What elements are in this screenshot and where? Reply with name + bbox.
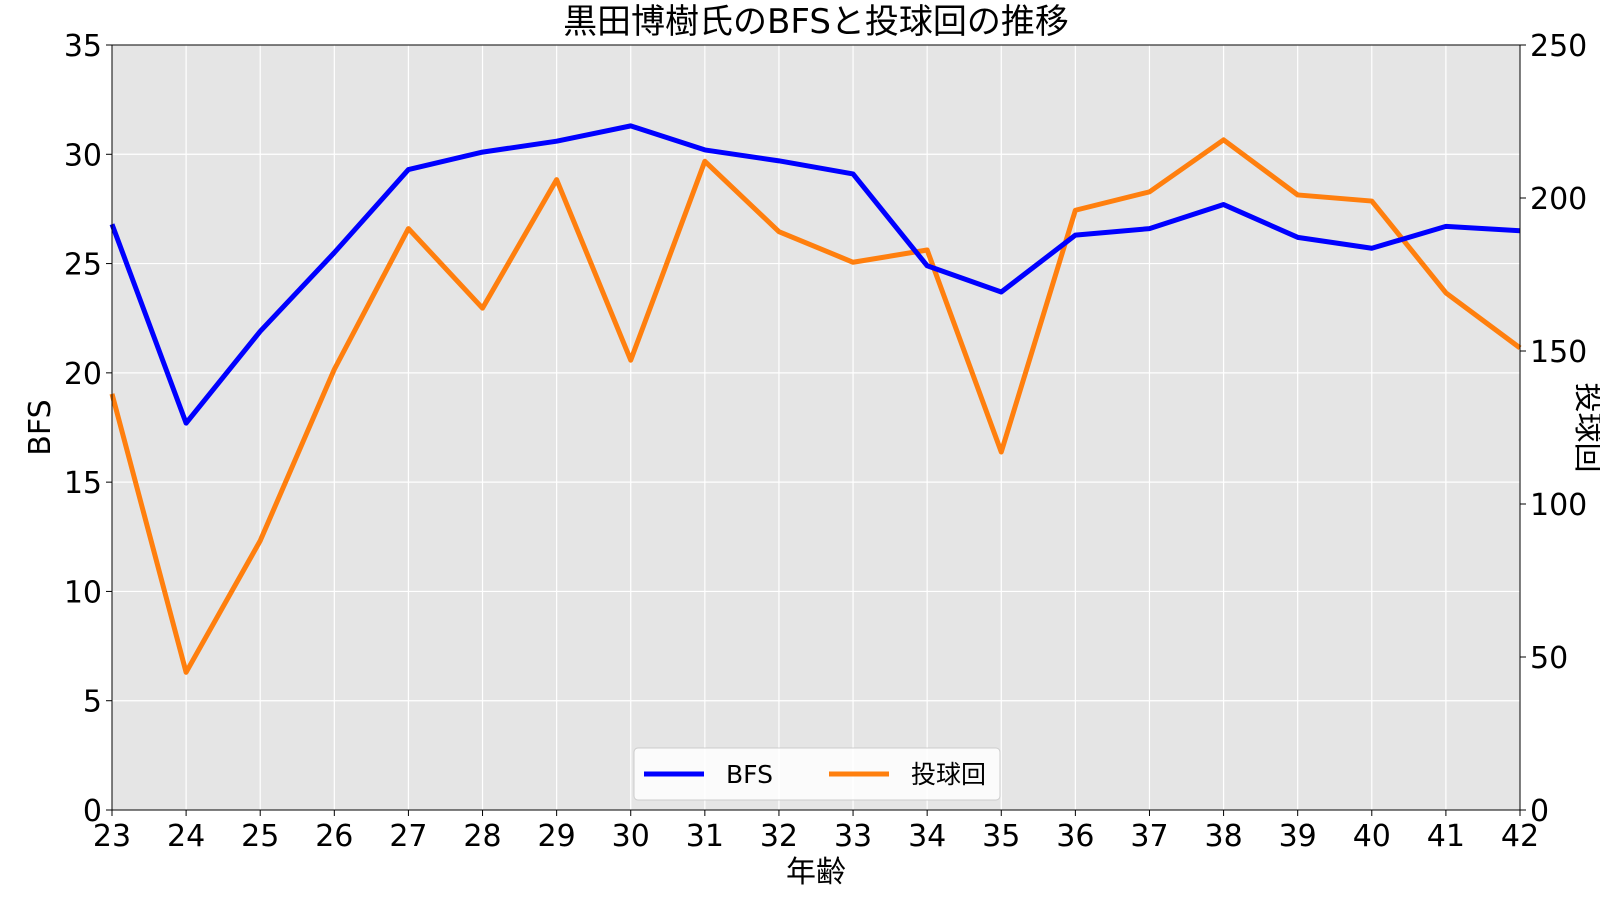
x-tick-label: 35 — [982, 819, 1020, 854]
legend-label: 投球回 — [911, 760, 986, 789]
series-line-bfs — [109, 123, 1521, 426]
y-axis-label-right: 投球回 — [1570, 383, 1600, 473]
x-tick-label: 30 — [612, 819, 650, 854]
y-tick-label-left: 20 — [64, 357, 102, 392]
x-axis-label: 年齢 — [786, 855, 846, 890]
x-tick-label: 32 — [760, 819, 798, 854]
y-tick-label-left: 30 — [64, 138, 102, 173]
x-tick-label: 29 — [538, 819, 576, 854]
y-tick-label-left: 25 — [64, 248, 102, 283]
y-tick-label-left: 0 — [83, 794, 102, 829]
x-tick-label: 25 — [241, 819, 279, 854]
y-tick-label-right: 0 — [1530, 794, 1549, 829]
y-axis-label-left: BFS — [23, 399, 58, 455]
legend-box — [633, 747, 1001, 801]
chart-title: 黒田博樹氏のBFSと投球回の推移 — [563, 2, 1069, 42]
x-tick-label: 23 — [93, 819, 131, 854]
y-tick-label-right: 100 — [1530, 488, 1587, 523]
legend-label: BFS — [726, 760, 773, 789]
y-tick-label-right: 150 — [1530, 335, 1587, 370]
y-tick-label-left: 10 — [64, 575, 102, 610]
x-tick-label: 42 — [1501, 819, 1539, 854]
ticks: 23 24 25 26 27 28 29 30 31 32 33 34 35 36 37 38 39 40 41 42… — [64, 29, 1587, 854]
series-line-innings — [109, 137, 1522, 675]
y-tick-label-right: 200 — [1530, 182, 1587, 217]
x-tick-label: 39 — [1279, 819, 1317, 854]
grid — [111, 44, 1521, 811]
y-tick-label-right: 50 — [1530, 641, 1568, 676]
series-layer — [109, 123, 1522, 675]
y-tick-label-left: 15 — [64, 466, 102, 501]
y-tick-label-left: 35 — [64, 29, 102, 64]
x-tick-label: 33 — [834, 819, 872, 854]
x-tick-label: 31 — [686, 819, 724, 854]
x-tick-label: 26 — [315, 819, 353, 854]
x-tick-label: 28 — [463, 819, 501, 854]
x-tick-label: 34 — [908, 819, 946, 854]
x-tick-label: 41 — [1427, 819, 1465, 854]
x-tick-label: 37 — [1130, 819, 1168, 854]
plot-background — [112, 45, 1520, 810]
plot-frame — [111, 44, 1521, 811]
x-tick-label: 38 — [1204, 819, 1242, 854]
y-tick-label-left: 5 — [83, 685, 102, 720]
legend: BFS 投球回 — [633, 747, 1001, 801]
x-tick-label: 36 — [1056, 819, 1094, 854]
x-tick-label: 24 — [167, 819, 205, 854]
y-tick-label-right: 250 — [1530, 29, 1587, 64]
x-tick-label: 40 — [1353, 819, 1391, 854]
x-tick-label: 27 — [389, 819, 427, 854]
